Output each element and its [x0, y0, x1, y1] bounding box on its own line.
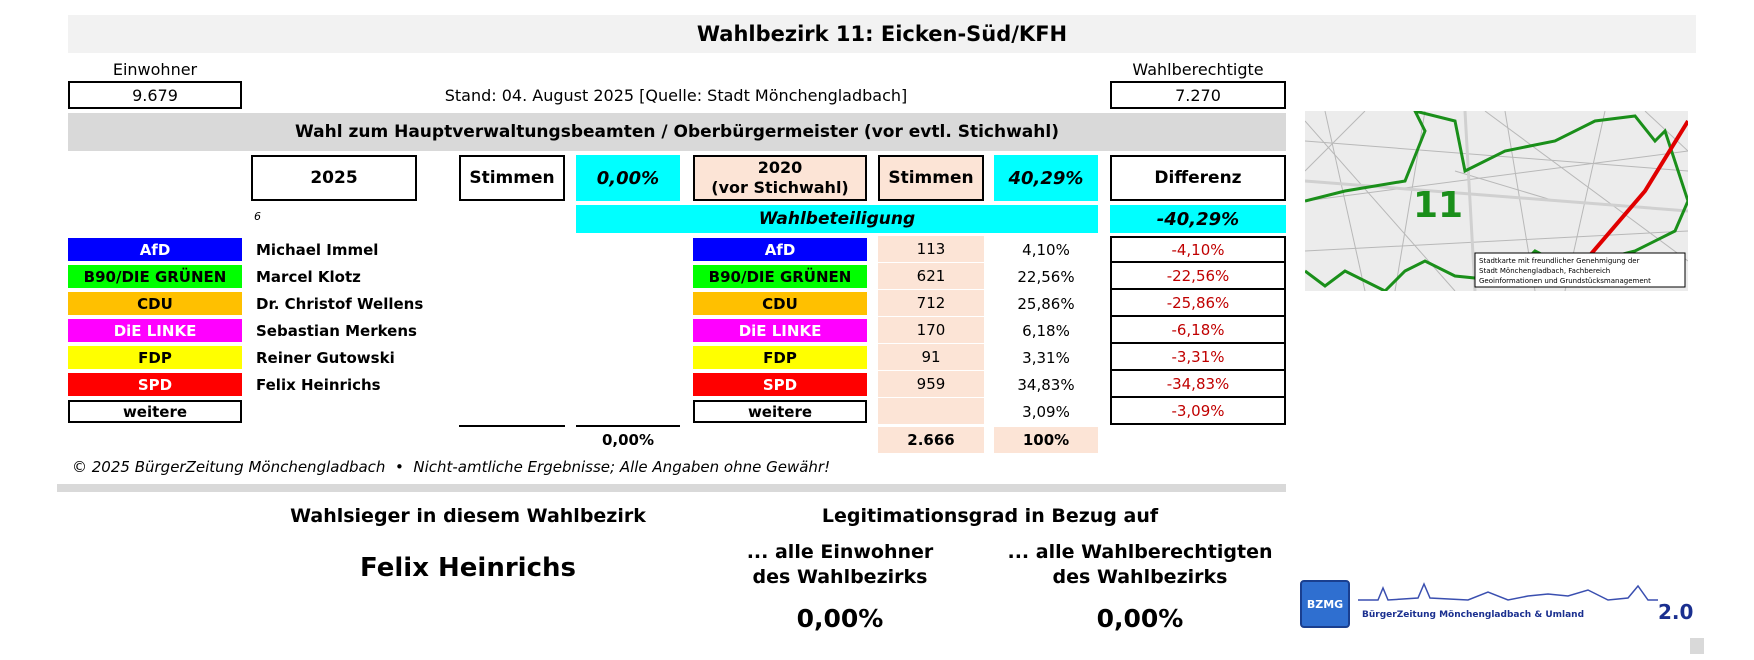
map-district-number: 11 — [1413, 185, 1463, 226]
bzmg-logo[interactable]: BZMG BürgerZeitung Mönchengladbach & Uml… — [1300, 578, 1720, 630]
legitimation-wahlberechtigte-label: ... alle Wahlberechtigten des Wahlbezirk… — [1000, 540, 1280, 590]
candidate-name: Sebastian Merkens — [256, 321, 417, 340]
einwohner-label: Einwohner — [112, 59, 198, 79]
total-pct-2025: 0,00% — [601, 431, 655, 449]
party-label: B90/DIE GRÜNEN — [68, 265, 242, 288]
logo-badge: BZMG — [1300, 580, 1350, 628]
party-label-2020: weitere — [693, 400, 867, 423]
total-2025-pct-line — [576, 425, 680, 427]
stimmen-2020: 170 — [878, 317, 984, 344]
district-map: 11 Stadtkarte mit freundlicher Genehmigu… — [1305, 111, 1688, 291]
total-2025-stimmen-line — [459, 425, 565, 427]
party-label: AfD — [68, 238, 242, 261]
map-credit-3: Geoinformationen und Grundstücksmanageme… — [1479, 277, 1651, 285]
party-label-2020: SPD — [693, 373, 867, 396]
party-label: CDU — [68, 292, 242, 315]
party-label-2020: B90/DIE GRÜNEN — [693, 265, 867, 288]
wahlberechtigte-label: Wahlberechtigte — [1132, 59, 1264, 79]
differenz-cell: -22,56% — [1110, 263, 1286, 290]
map-credit-2: Stadt Mönchengladbach, Fachbereich — [1479, 267, 1610, 275]
header-stimmen-2025: Stimmen — [459, 155, 565, 201]
logo-text: BürgerZeitung Mönchengladbach & Umland — [1362, 610, 1585, 620]
pct-2020: 25,86% — [1017, 294, 1075, 313]
pct-2020: 4,10% — [1022, 240, 1070, 259]
party-label-2020: CDU — [693, 292, 867, 315]
candidate-name: Reiner Gutowski — [256, 348, 395, 367]
map-svg: 11 Stadtkarte mit freundlicher Genehmigu… — [1305, 111, 1688, 291]
section-title: Wahl zum Hauptverwaltungsbeamten / Oberb… — [68, 113, 1286, 151]
einwohner-value: 9.679 — [68, 81, 242, 109]
stimmen-2020: 91 — [878, 344, 984, 371]
differenz-cell: -6,18% — [1110, 317, 1286, 344]
district-boundary — [1305, 111, 1688, 291]
legitimation-einwohner-value: 0,00% — [796, 603, 884, 633]
party-label-2020: FDP — [693, 346, 867, 369]
map-credit-1: Stadtkarte mit freundlicher Genehmigung … — [1479, 257, 1640, 265]
candidate-name: Dr. Christof Wellens — [256, 294, 424, 313]
wahlbeteiligung-label: Wahlbeteiligung — [576, 205, 1098, 233]
party-label-2020: AfD — [693, 238, 867, 261]
skyline-icon — [1358, 582, 1658, 601]
legitimation-einwohner-line1: ... alle Einwohner — [746, 541, 934, 563]
stimmen-2020 — [878, 398, 984, 425]
party-label-2020: DiE LINKE — [693, 319, 867, 342]
copyright-note: © 2025 BürgerZeitung Mönchengladbach • N… — [72, 458, 831, 476]
pct-2020: 3,09% — [1022, 402, 1070, 421]
party-label: weitere — [68, 400, 242, 423]
page-title: Wahlbezirk 11: Eicken-Süd/KFH — [68, 15, 1696, 53]
party-label: DiE LINKE — [68, 319, 242, 342]
pct-2020: 22,56% — [1017, 267, 1075, 286]
header-differenz: Differenz — [1110, 155, 1286, 201]
candidate-name: Marcel Klotz — [256, 267, 361, 286]
legitimation-einwohner-line2: des Wahlbezirks — [752, 566, 928, 588]
winner-label: Wahlsieger in diesem Wahlbezirk — [290, 505, 646, 527]
header-pct-2020: 40,29% — [994, 155, 1098, 201]
corner-marker — [1690, 638, 1704, 654]
header-2020-year: 2020 — [757, 158, 803, 177]
footnote-marker: 6 — [254, 210, 261, 223]
legitimation-einwohner-label: ... alle Einwohner des Wahlbezirks — [700, 540, 980, 590]
rail-line — [1583, 119, 1688, 263]
legitimation-title: Legitimationsgrad in Bezug auf — [821, 505, 1159, 527]
stimmen-2020: 959 — [878, 371, 984, 398]
logo-version: 2.0 — [1658, 600, 1694, 624]
differenz-cell: -3,09% — [1110, 398, 1286, 425]
differenz-cell: -25,86% — [1110, 290, 1286, 317]
total-stimmen-2020: 2.666 — [878, 427, 984, 453]
divider — [57, 484, 1286, 492]
party-label: SPD — [68, 373, 242, 396]
header-stimmen-2020: Stimmen — [878, 155, 984, 201]
winner-name: Felix Heinrichs — [360, 553, 576, 583]
total-pct-2020: 100% — [994, 427, 1098, 453]
party-label: FDP — [68, 346, 242, 369]
header-pct-2025: 0,00% — [576, 155, 680, 201]
candidate-name: Felix Heinrichs — [256, 375, 381, 394]
legitimation-wahlberechtigte-line1: ... alle Wahlberechtigten — [1007, 541, 1273, 563]
pct-2020: 34,83% — [1017, 375, 1075, 394]
wahlbeteiligung-diff: -40,29% — [1110, 205, 1286, 233]
wahlberechtigte-value: 7.270 — [1110, 81, 1286, 109]
differenz-cell: -34,83% — [1110, 371, 1286, 398]
header-2020-subtitle: (vor Stichwahl) — [711, 178, 849, 197]
pct-2020: 6,18% — [1022, 321, 1070, 340]
stimmen-2020: 712 — [878, 290, 984, 317]
header-2025: 2025 — [251, 155, 417, 201]
header-2020: 2020 (vor Stichwahl) — [693, 155, 867, 201]
legitimation-wahlberechtigte-value: 0,00% — [1096, 603, 1184, 633]
stimmen-2020: 113 — [878, 236, 984, 263]
differenz-cell: -3,31% — [1110, 344, 1286, 371]
stimmen-2020: 621 — [878, 263, 984, 290]
candidate-name: Michael Immel — [256, 240, 379, 259]
pct-2020: 3,31% — [1022, 348, 1070, 367]
legitimation-wahlberechtigte-line2: des Wahlbezirks — [1052, 566, 1228, 588]
stand-text: Stand: 04. August 2025 [Quelle: Stadt Mö… — [444, 85, 908, 105]
differenz-cell: -4,10% — [1110, 236, 1286, 263]
